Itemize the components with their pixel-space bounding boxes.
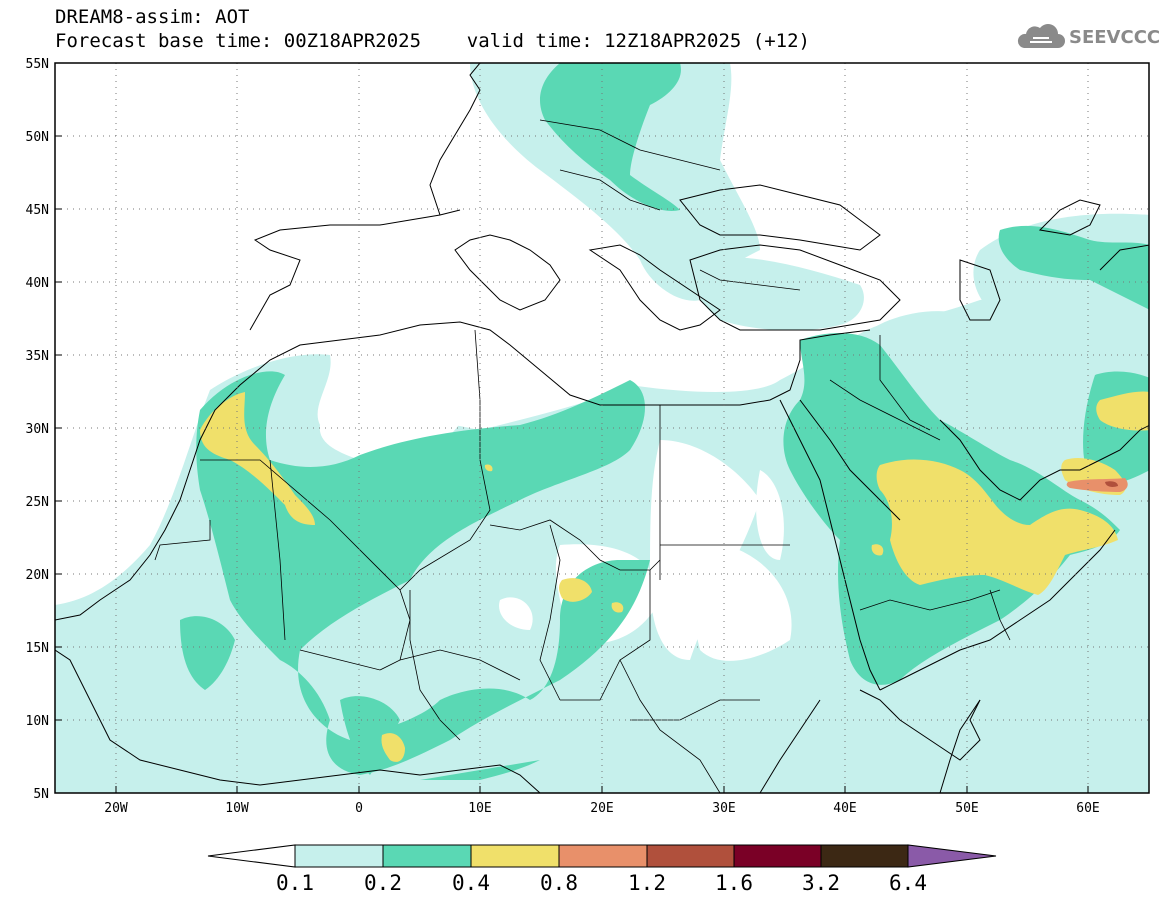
lon-label: 10W <box>225 801 249 816</box>
aot-level-1.2 <box>1105 481 1118 487</box>
colorbar-label: 1.6 <box>715 871 753 895</box>
lon-label: 30E <box>712 801 735 816</box>
colorbar-swatch <box>733 844 822 868</box>
seevccc-logo: SEEVCCC <box>1016 20 1160 54</box>
logo-text: SEEVCCC <box>1069 26 1161 48</box>
lat-label: 25N <box>26 495 49 510</box>
colorbar-label: 3.2 <box>802 871 840 895</box>
aot-clear-areas <box>248 402 792 661</box>
lon-label: 40E <box>833 801 856 816</box>
lon-label: 50E <box>955 801 978 816</box>
lon-label: 10E <box>468 801 491 816</box>
colorbar-label: 0.1 <box>276 871 314 895</box>
latitude-labels: 55N 50N 45N 40N 35N 30N 25N 20N 15N 10N … <box>26 57 49 802</box>
colorbar-under-arrow <box>207 844 296 868</box>
lon-label: 0 <box>355 801 363 816</box>
lat-label: 15N <box>26 641 49 656</box>
colorbar-label: 0.4 <box>452 871 490 895</box>
cloud-icon <box>1017 23 1065 48</box>
lat-label: 30N <box>26 422 49 437</box>
lat-label: 5N <box>33 787 49 802</box>
lat-label: 50N <box>26 130 49 145</box>
colorbar-label: 0.2 <box>364 871 402 895</box>
colorbar: 0.1 0.2 0.4 0.8 1.2 1.6 3.2 6.4 <box>207 844 997 895</box>
lat-label: 40N <box>26 276 49 291</box>
colorbar-swatch <box>558 844 648 868</box>
colorbar-swatch <box>294 844 384 868</box>
lat-label: 20N <box>26 568 49 583</box>
colorbar-label: 1.2 <box>628 871 666 895</box>
axis-ticks <box>55 62 1089 794</box>
aot-level-0.2 <box>180 63 1149 780</box>
colorbar-label: 0.8 <box>540 871 578 895</box>
coastlines <box>55 63 1149 793</box>
colorbar-swatch <box>646 844 735 868</box>
lon-label: 20E <box>590 801 613 816</box>
aot-field <box>55 63 1149 793</box>
lon-label: 20W <box>104 801 128 816</box>
lat-label: 10N <box>26 714 49 729</box>
colorbar-label: 6.4 <box>889 871 927 895</box>
lat-label: 45N <box>26 203 49 218</box>
country-borders <box>154 119 1011 793</box>
forecast-time-line: Forecast base time: 00Z18APR2025 valid t… <box>55 30 810 52</box>
colorbar-swatch <box>470 844 560 868</box>
colorbar-over-arrow <box>907 844 997 868</box>
lat-label: 55N <box>26 57 49 72</box>
longitude-labels: 20W 10W 0 10E 20E 30E 40E 50E 60E <box>104 801 1099 816</box>
lon-label: 60E <box>1076 801 1099 816</box>
map-title: DREAM8-assim: AOT <box>55 6 250 28</box>
colorbar-swatch <box>382 844 472 868</box>
colorbar-swatch <box>820 844 909 868</box>
lat-label: 35N <box>26 349 49 364</box>
graticule <box>55 63 1149 793</box>
